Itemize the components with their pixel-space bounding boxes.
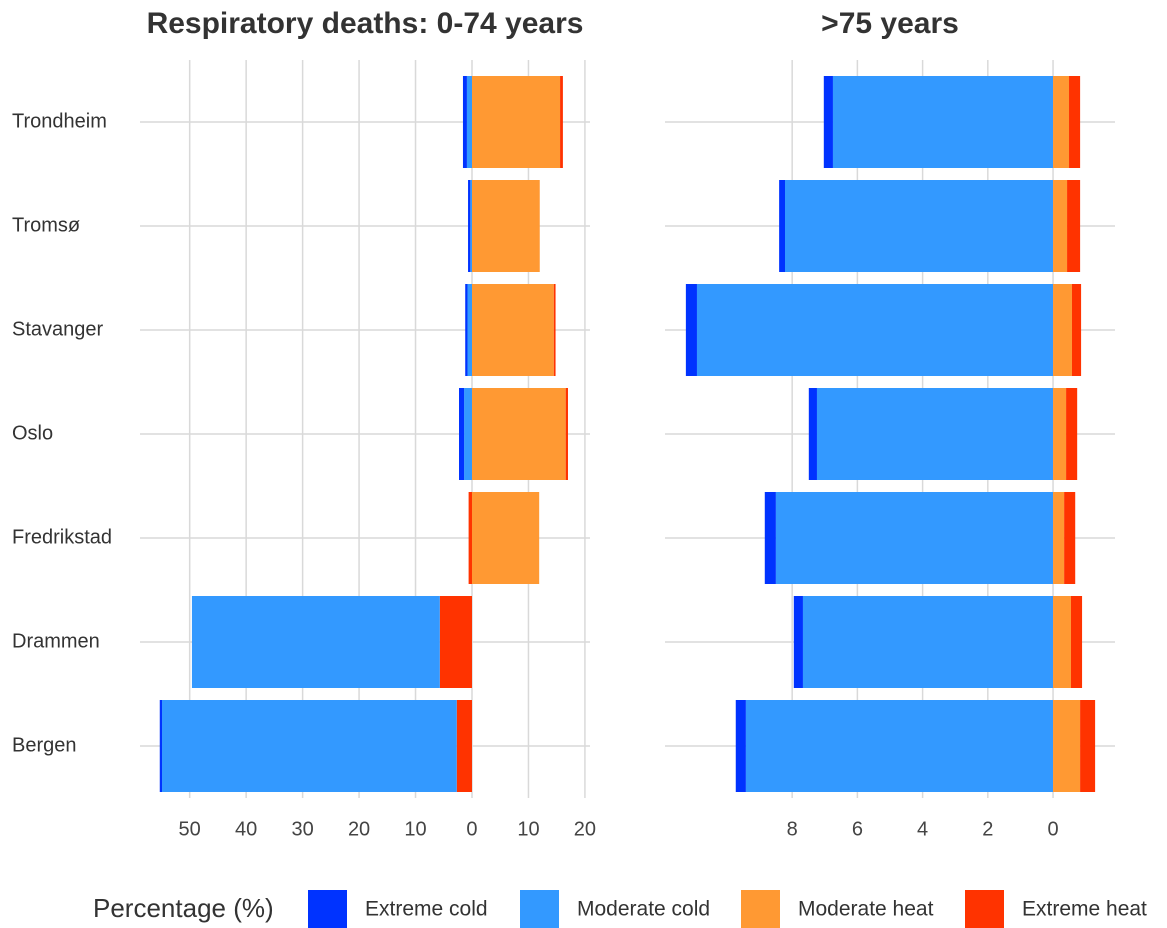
x-tick-label: 8 [787, 818, 798, 840]
x-tick-label: 4 [917, 818, 928, 840]
bar-segment [553, 284, 556, 376]
bar-segment [764, 492, 776, 584]
bar-segment [785, 180, 1054, 272]
bar-segment [470, 180, 472, 272]
bar-segment [462, 76, 467, 168]
bar-segment [735, 700, 746, 792]
legend-swatch [308, 890, 347, 928]
bar-segment [468, 180, 471, 272]
bar-segment [823, 76, 833, 168]
y-tick-label: Oslo [12, 422, 53, 444]
x-tick-label: 30 [291, 818, 313, 840]
bar-segment [471, 492, 540, 584]
chart-title: Respiratory deaths: 0-74 years [147, 7, 584, 40]
bar-segment [565, 388, 568, 480]
legend-swatch [520, 890, 559, 928]
legend-swatch [965, 890, 1004, 928]
bar-segment [745, 700, 1054, 792]
y-tick-label: Tromsø [12, 214, 80, 236]
x-tick-label: 2 [982, 818, 993, 840]
x-tick-label: 0 [466, 818, 477, 840]
y-tick-label: Fredrikstad [12, 526, 112, 548]
y-tick-label: Trondheim [12, 110, 107, 132]
x-tick-label: 6 [852, 818, 863, 840]
bar-segment [560, 76, 563, 168]
bar-segment [439, 596, 472, 688]
bar-segment [1053, 596, 1071, 688]
bar-segment [471, 388, 566, 480]
bar-segment [1080, 700, 1096, 792]
bar-segment [471, 180, 540, 272]
bar-segment [1053, 180, 1068, 272]
bar-segment [1053, 388, 1067, 480]
x-tick-label: 40 [235, 818, 257, 840]
bar-segment [191, 596, 440, 688]
x-tick-label: 10 [517, 818, 539, 840]
x-tick-label: 50 [179, 818, 201, 840]
bar-segment [459, 388, 465, 480]
y-tick-label: Bergen [12, 734, 77, 756]
bar-segment [816, 388, 1054, 480]
x-tick-label: 20 [348, 818, 370, 840]
bar-segment [465, 284, 468, 376]
bar-segment [1071, 284, 1082, 376]
bar-segment [793, 596, 803, 688]
x-tick-label: 20 [574, 818, 596, 840]
bar-segment [802, 596, 1054, 688]
bar-segment [468, 492, 472, 584]
bar-segment [1067, 180, 1081, 272]
chart-title: >75 years [821, 7, 959, 40]
legend-swatch [741, 890, 780, 928]
bar-segment [456, 700, 472, 792]
bar-segment [775, 492, 1054, 584]
legend-label: Extreme heat [1022, 898, 1147, 921]
legend-label: Moderate heat [798, 898, 934, 921]
bar-segment [159, 700, 163, 792]
x-tick-label: 0 [1047, 818, 1058, 840]
y-tick-label: Drammen [12, 630, 100, 652]
bar-segment [696, 284, 1054, 376]
bar-segment [1053, 284, 1072, 376]
bar-segment [467, 284, 472, 376]
bar-segment [808, 388, 817, 480]
bar-segment [1069, 76, 1081, 168]
bar-segment [466, 76, 472, 168]
bar-segment [464, 388, 472, 480]
bar-segment [1066, 388, 1078, 480]
bar-segment [471, 284, 554, 376]
legend-label: Moderate cold [577, 898, 710, 921]
legend-label: Extreme cold [365, 898, 488, 921]
y-tick-label: Stavanger [12, 318, 104, 340]
bar-segment [1064, 492, 1076, 584]
bar-segment [779, 180, 785, 272]
bar-segment [685, 284, 697, 376]
bar-segment [471, 76, 561, 168]
bar-segment [1053, 76, 1070, 168]
bar-segment [1053, 492, 1065, 584]
bar-segment [1070, 596, 1083, 688]
bar-segment [832, 76, 1054, 168]
bar-segment [162, 700, 457, 792]
legend-title: Percentage (%) [93, 893, 274, 923]
x-tick-label: 10 [404, 818, 426, 840]
bar-segment [1053, 700, 1081, 792]
